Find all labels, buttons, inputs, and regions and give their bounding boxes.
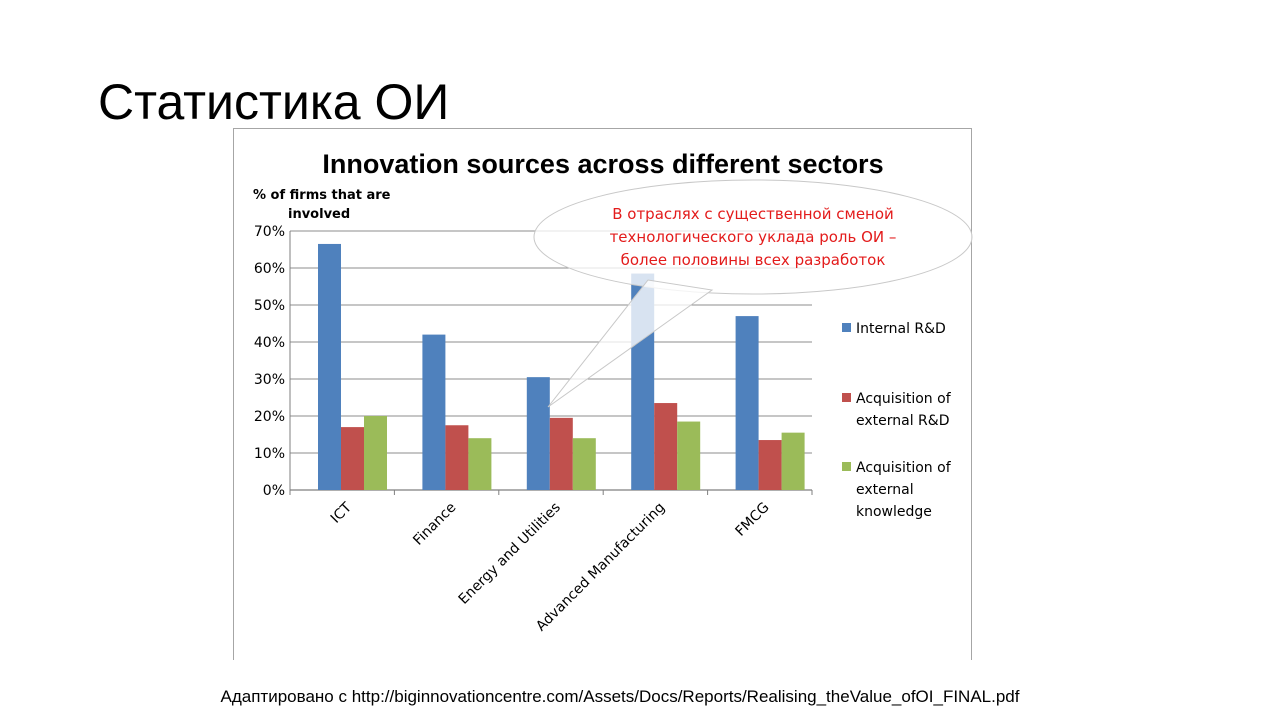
y-axis-ticks: 0% 10% 20% 30% 40% 50% 60% 70%	[254, 224, 285, 499]
y-tick-label: 40%	[254, 335, 285, 351]
callout-text-line-1: В отраслях с существенной сменой	[612, 205, 894, 223]
bar-acquisition-of-external-knowledge-energy-and-utilities	[572, 438, 596, 490]
callout-text-line-2: технологического уклада роль ОИ –	[610, 228, 897, 246]
bar-internal-r-d-fmcg	[735, 316, 759, 490]
y-tick-label: 30%	[254, 372, 285, 388]
bars	[289, 243, 813, 495]
bar-internal-r-d-ict	[318, 243, 341, 490]
bar-acquisition-of-external-knowledge-fmcg	[781, 432, 805, 490]
x-tick-label: Energy and Utilities	[456, 500, 564, 608]
legend-swatch	[842, 323, 851, 332]
legend: Internal R&D Acquisition of external R&D Ac…	[842, 321, 952, 520]
y-tick-label: 0%	[263, 483, 285, 499]
legend-label: Acquisition of	[856, 391, 952, 407]
x-tick-label: FMCG	[732, 500, 772, 540]
bar-acquisition-of-external-knowledge-advanced-manufacturing	[677, 421, 701, 490]
y-tick-label: 50%	[254, 298, 285, 314]
legend-label: Acquisition of	[856, 460, 952, 476]
y-tick-label: 20%	[254, 409, 285, 425]
chart-title: Innovation sources across different sect…	[322, 149, 883, 179]
legend-swatch	[842, 393, 851, 402]
bar-acquisition-of-external-knowledge-ict	[364, 416, 387, 490]
slide-title: Статистика ОИ	[98, 74, 450, 130]
callout-ellipse	[533, 179, 973, 295]
y-tick-label: 10%	[254, 446, 285, 462]
bar-internal-r-d-energy-and-utilities	[526, 377, 550, 490]
legend-label: Internal R&D	[856, 321, 946, 337]
x-tick-label: ICT	[328, 499, 356, 527]
legend-label: external	[856, 482, 914, 498]
y-axis-label-line-2: involved	[288, 207, 350, 222]
callout-pointer	[547, 279, 714, 408]
legend-label: external R&D	[856, 413, 949, 429]
x-tick-label: Finance	[410, 500, 459, 549]
legend-label: knowledge	[856, 504, 932, 520]
y-tick-label: 60%	[254, 261, 285, 277]
y-axis-label-line-1: % of firms that are	[253, 188, 391, 203]
bar-acquisition-of-external-r-d-ict	[341, 427, 364, 490]
source-note: Адаптировано с http://biginnovationcentr…	[220, 687, 1020, 706]
bar-acquisition-of-external-r-d-energy-and-utilities	[549, 417, 573, 490]
bar-acquisition-of-external-r-d-finance	[445, 425, 469, 490]
bar-acquisition-of-external-r-d-fmcg	[758, 440, 782, 490]
bar-internal-r-d-finance	[422, 334, 446, 490]
legend-swatch	[842, 462, 851, 471]
bar-acquisition-of-external-knowledge-finance	[468, 438, 492, 490]
y-tick-label: 70%	[254, 224, 285, 240]
callout-text-line-3: более половины всех разработок	[621, 251, 886, 269]
bar-acquisition-of-external-r-d-advanced-manufacturing	[654, 403, 678, 490]
callout-bubble: В отраслях с существенной сменой техноло…	[533, 179, 973, 408]
